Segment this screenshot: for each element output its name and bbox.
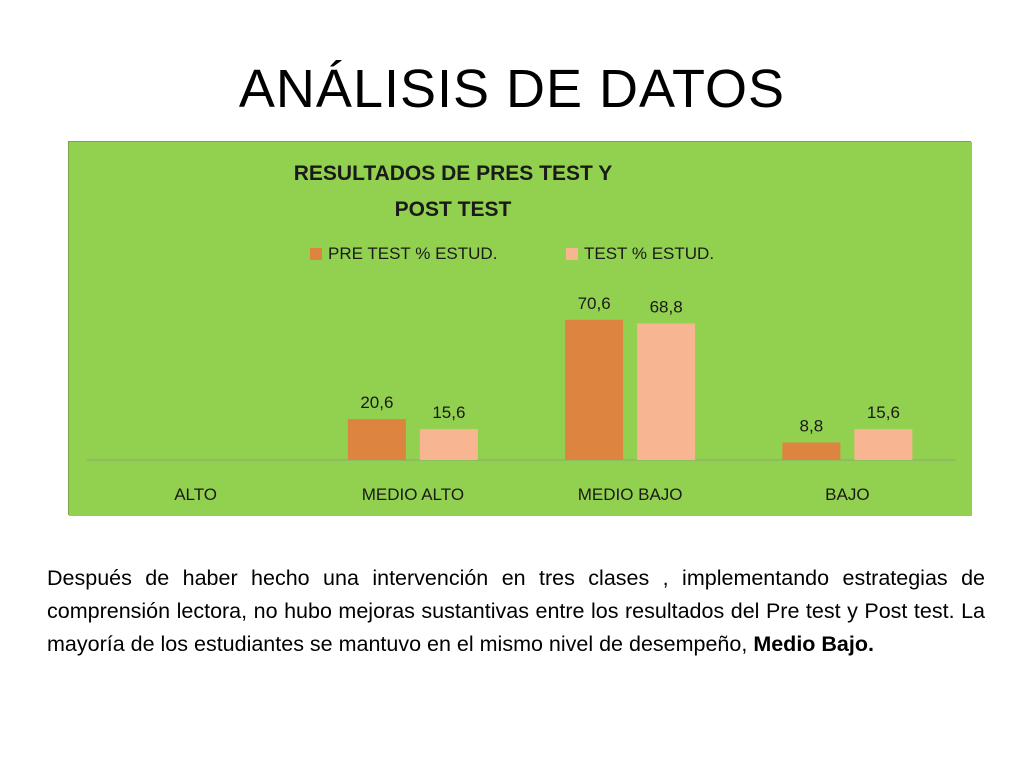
category-tick-label: ALTO xyxy=(174,485,217,504)
category-tick-label: MEDIO BAJO xyxy=(578,485,683,504)
summary-highlight: Medio Bajo. xyxy=(753,632,874,656)
legend-label: TEST % ESTUD. xyxy=(584,244,714,263)
data-label: 20,6 xyxy=(360,393,393,412)
slide-title: ANÁLISIS DE DATOS xyxy=(238,59,786,119)
bar-chart: RESULTADOS DE PRES TEST Y POST TEST PRE TE… xyxy=(69,142,972,516)
summary-paragraph: Después de haber hecho una intervención … xyxy=(47,562,985,661)
data-label: 68,8 xyxy=(650,297,683,316)
category-tick-label: BAJO xyxy=(825,485,869,504)
chart-container: RESULTADOS DE PRES TEST Y POST TEST PRE TE… xyxy=(68,141,972,516)
data-label: 8,8 xyxy=(800,417,824,436)
data-label: 15,6 xyxy=(867,403,900,422)
summary-text: Después de haber hecho una intervención … xyxy=(47,566,985,656)
legend-swatch xyxy=(310,248,322,260)
category-tick-label: MEDIO ALTO xyxy=(362,485,464,504)
bar xyxy=(854,429,913,460)
bar xyxy=(565,319,624,460)
chart-title-line: RESULTADOS DE PRES TEST Y xyxy=(294,162,613,185)
legend-label: PRE TEST % ESTUD. xyxy=(328,244,497,263)
chart-title-line: POST TEST xyxy=(395,198,512,221)
bar xyxy=(637,323,696,460)
legend-swatch xyxy=(566,248,578,260)
bar xyxy=(419,429,478,460)
bar xyxy=(347,419,406,460)
bar xyxy=(782,442,841,460)
data-label: 15,6 xyxy=(432,403,465,422)
data-label: 70,6 xyxy=(578,294,611,313)
